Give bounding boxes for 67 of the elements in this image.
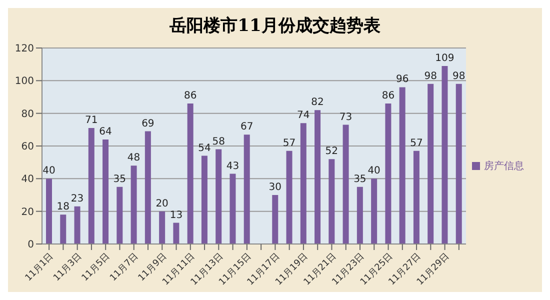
data-label: 58 [212, 136, 225, 148]
bar [428, 84, 434, 244]
bar [342, 124, 349, 244]
y-tick-label: 120 [14, 44, 34, 55]
bar [356, 186, 363, 244]
data-label: 69 [142, 118, 154, 130]
bar [187, 104, 194, 244]
bar [413, 150, 420, 244]
data-label: 43 [226, 160, 240, 172]
bar [328, 159, 335, 244]
data-label: 73 [339, 112, 352, 123]
y-tick-label: 40 [21, 174, 34, 186]
y-tick-label: 100 [14, 76, 34, 88]
data-label: 40 [368, 166, 380, 177]
data-label: 109 [435, 52, 454, 64]
data-label: 86 [184, 90, 197, 102]
data-label: 54 [198, 142, 211, 154]
bar [116, 186, 123, 244]
bar [88, 128, 94, 244]
chart-title: 岳阳楼市11月份成交趋势表 [168, 15, 382, 38]
data-label: 64 [99, 126, 112, 138]
bar [159, 211, 166, 244]
data-label: 40 [42, 166, 56, 177]
data-label: 18 [56, 202, 70, 213]
bar [272, 195, 278, 244]
bar [216, 149, 222, 244]
data-label: 98 [424, 70, 437, 82]
bar [230, 174, 236, 244]
data-label: 74 [297, 110, 310, 122]
bar [300, 123, 306, 244]
data-label: 57 [410, 138, 423, 149]
bar [130, 166, 137, 244]
legend-label: 房产信息 [484, 161, 524, 172]
bar [144, 131, 151, 244]
data-label: 96 [396, 74, 409, 86]
bar [173, 222, 180, 244]
bar [60, 214, 66, 244]
data-label: 67 [240, 122, 254, 133]
data-label: 57 [282, 138, 296, 149]
bar [286, 150, 292, 244]
bar [456, 84, 462, 244]
bar [74, 206, 80, 244]
y-tick-label: 80 [21, 108, 34, 120]
bar [314, 110, 321, 244]
bar [399, 87, 406, 244]
data-label: 13 [170, 210, 183, 221]
bar [102, 139, 109, 244]
bar [385, 104, 392, 244]
data-label: 35 [113, 174, 126, 185]
y-tick-label: 20 [21, 206, 34, 218]
data-label: 48 [127, 152, 140, 164]
bar [442, 66, 448, 244]
data-label: 23 [70, 193, 84, 204]
y-tick-label: 60 [21, 142, 34, 153]
data-label: 20 [156, 198, 168, 210]
data-label: 86 [382, 90, 395, 102]
bar [244, 134, 250, 244]
data-label: 98 [452, 70, 466, 82]
data-label: 52 [325, 146, 338, 158]
data-label: 82 [311, 97, 324, 108]
bar [371, 178, 378, 244]
data-label: 35 [354, 174, 366, 185]
data-label: 30 [268, 182, 282, 193]
data-label: 71 [85, 115, 98, 126]
bar [46, 178, 52, 244]
y-tick-label: 0 [28, 240, 34, 251]
bar [201, 156, 208, 244]
